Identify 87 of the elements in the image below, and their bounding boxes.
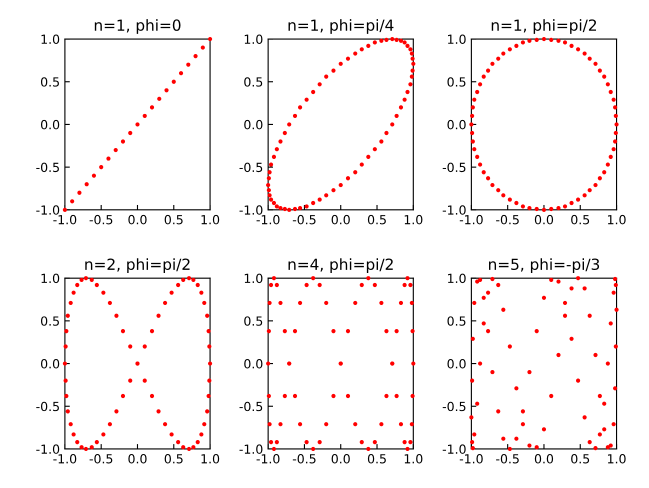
x-tick-label: -0.5 [90, 454, 112, 464]
x-tick-label: 1.0 [404, 454, 422, 464]
y-tick-label: -1.0 [442, 205, 466, 215]
x-tick-label: 0.0 [128, 214, 147, 224]
point [157, 96, 162, 101]
point [172, 80, 176, 84]
x-tick-label: 1.0 [202, 214, 220, 224]
y-tick-label: 1.0 [448, 34, 466, 44]
y-tick-label: 1.0 [244, 34, 262, 44]
x-tick-label: 0.5 [571, 214, 590, 224]
y-tick-label: -0.5 [36, 402, 59, 412]
point [114, 148, 118, 152]
point [77, 190, 82, 195]
x-tick-label: 0.0 [128, 454, 147, 464]
y-tick-label: 0.5 [40, 77, 59, 87]
y-tick-label: -0.5 [442, 402, 466, 412]
x-tick-label: -1.0 [53, 454, 76, 464]
y-tick-label: 1.0 [448, 274, 466, 284]
chart-title: n=5, phi=-pi/3 [489, 258, 600, 274]
y-tick-label: 0.0 [447, 120, 466, 130]
y-tick-label: 0.5 [40, 316, 59, 326]
point [70, 199, 74, 204]
y-tick-label: -0.5 [240, 402, 262, 412]
y-tick-label: 1.0 [42, 274, 60, 284]
y-tick-label: 0.0 [40, 120, 60, 130]
y-tick-label: 0.0 [40, 359, 60, 368]
point [186, 62, 190, 67]
x-tick-label: -0.5 [292, 454, 316, 464]
y-tick-label: 0.0 [244, 120, 262, 130]
y-tick-label: 0.0 [447, 359, 466, 368]
x-tick-label: 1.0 [202, 454, 220, 464]
x-tick-label: -1.0 [460, 214, 483, 224]
point [135, 122, 140, 127]
point [62, 208, 67, 212]
point [120, 139, 126, 144]
x-tick-label: 0.0 [534, 454, 554, 464]
y-tick-label: 0.5 [244, 316, 262, 326]
x-tick-label: -1.0 [53, 214, 76, 224]
x-tick-label: 0.5 [164, 454, 183, 464]
x-tick-label: -1.0 [256, 454, 280, 464]
y-tick-label: -1.0 [240, 444, 262, 454]
x-tick-label: 0.0 [332, 214, 350, 224]
x-tick-label: 1.0 [608, 454, 626, 464]
point [150, 105, 154, 110]
x-tick-label: 0.0 [534, 214, 554, 224]
y-tick-label: -0.5 [240, 162, 262, 172]
chart-title: n=1, phi=pi/4 [288, 19, 394, 34]
y-tick-label: 1.0 [244, 274, 262, 284]
chart-title: n=4, phi=pi/2 [288, 258, 393, 274]
y-tick-label: 0.5 [447, 77, 466, 87]
x-tick-label: 0.0 [332, 454, 350, 464]
y-tick-label: -1.0 [442, 444, 466, 454]
x-tick-label: 0.5 [368, 454, 386, 464]
chart-title: n=1, phi=pi/2 [492, 19, 596, 34]
x-tick-label: 0.5 [368, 214, 386, 224]
x-tick-label: 0.5 [571, 454, 590, 464]
y-tick-label: -0.5 [36, 162, 59, 172]
x-tick-label: -0.5 [292, 214, 316, 224]
y-tick-label: -1.0 [36, 444, 60, 454]
point [84, 182, 89, 186]
point [128, 130, 132, 136]
point [106, 156, 111, 161]
y-tick-label: 0.5 [244, 77, 262, 87]
point [178, 71, 184, 76]
x-tick-label: -0.5 [496, 214, 519, 224]
y-tick-label: 1.0 [42, 34, 60, 44]
x-tick-label: 0.5 [164, 214, 183, 224]
point [99, 165, 104, 170]
x-tick-label: -0.5 [90, 214, 112, 224]
x-tick-label: -1.0 [460, 454, 483, 464]
x-tick-label: 1.0 [404, 214, 422, 224]
x-tick-label: -1.0 [256, 214, 280, 224]
chart-title: n=2, phi=pi/2 [85, 258, 190, 274]
point [164, 88, 169, 92]
point [208, 36, 212, 42]
point [193, 54, 198, 58]
chart-title: n=1, phi=0 [94, 19, 181, 34]
point [200, 45, 205, 50]
point [142, 114, 147, 118]
y-tick-label: -1.0 [36, 205, 60, 215]
x-tick-label: -0.5 [496, 454, 519, 464]
y-tick-label: 0.5 [447, 316, 466, 326]
y-tick-label: 0.0 [244, 359, 262, 368]
x-tick-label: 1.0 [608, 214, 626, 224]
point [92, 174, 96, 178]
y-tick-label: -0.5 [442, 162, 466, 172]
y-tick-label: -1.0 [240, 205, 262, 215]
